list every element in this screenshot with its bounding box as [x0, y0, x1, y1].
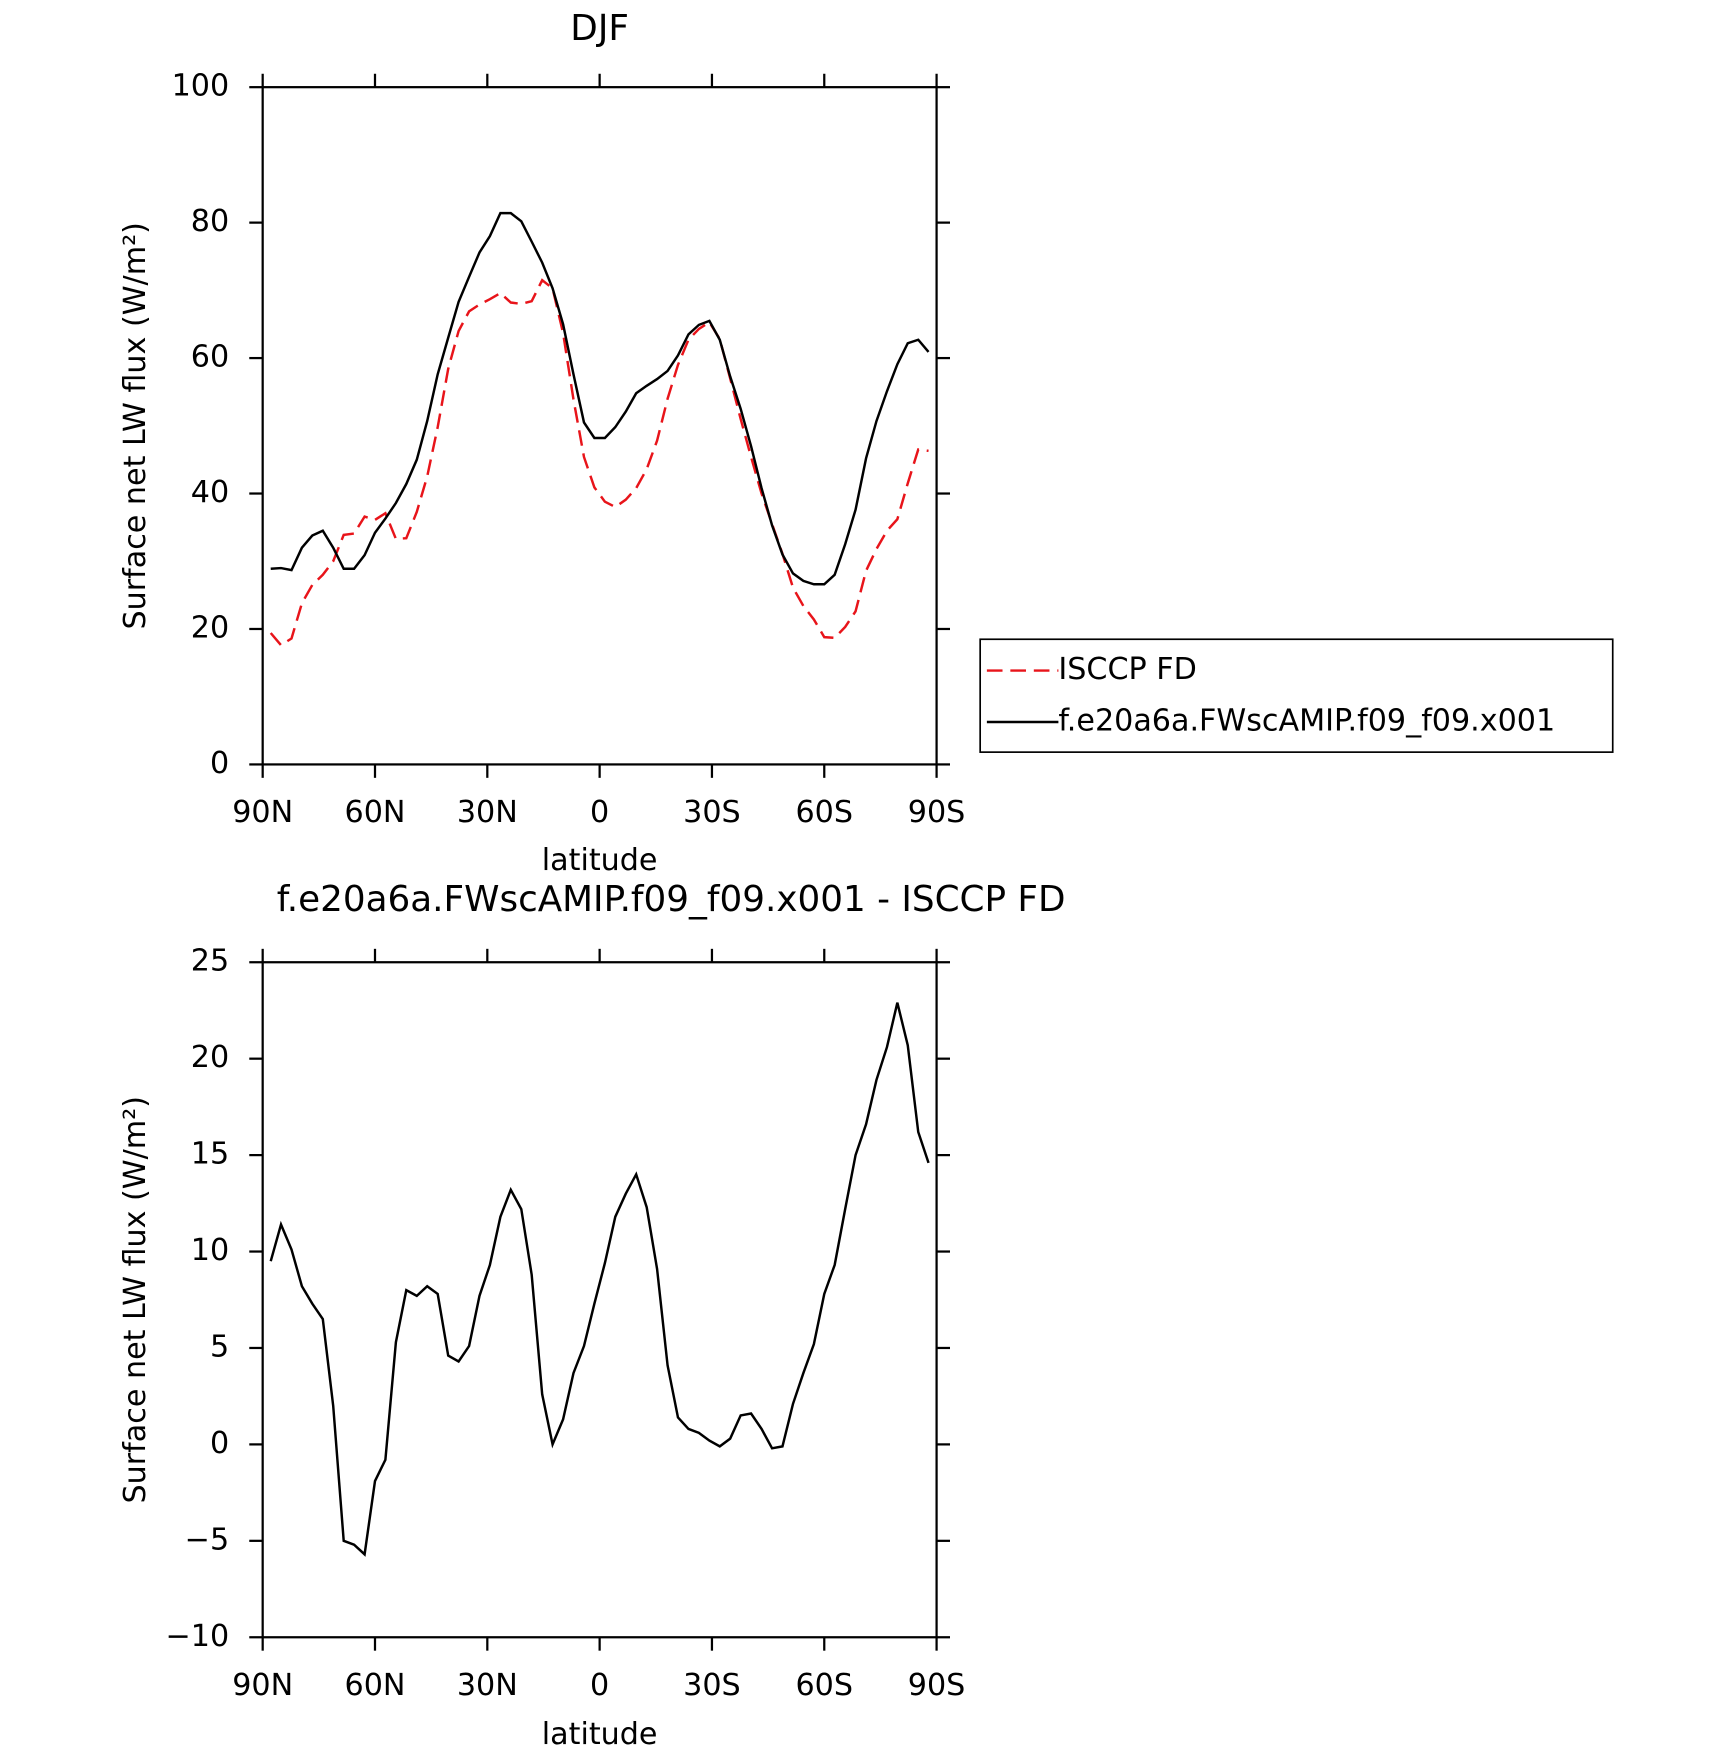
y-tick-label: 0	[210, 1426, 229, 1461]
y-tick-label: −10	[166, 1619, 230, 1654]
x-tick-label: 60S	[796, 1668, 854, 1703]
y-tick-label: 0	[210, 746, 229, 781]
plot-frame	[261, 86, 938, 766]
y-tick-label: 80	[191, 204, 229, 239]
y-tick-label: 15	[191, 1137, 229, 1172]
y-tick-label: 20	[191, 1040, 229, 1075]
y-tick-label: −5	[185, 1522, 229, 1557]
x-tick-label: 30N	[457, 1668, 518, 1703]
x-axis-label: latitude	[542, 843, 658, 878]
x-tick-label: 90N	[232, 1668, 293, 1703]
data-line	[269, 1002, 930, 1557]
y-tick-label: 10	[191, 1233, 229, 1268]
y-tick-label: 40	[191, 475, 229, 510]
x-tick-label: 90N	[232, 795, 293, 830]
legend-box	[979, 638, 1614, 753]
y-tick-label: 20	[191, 610, 229, 645]
data-line	[269, 278, 929, 647]
x-axis-label: latitude	[542, 1717, 658, 1745]
legend-label: f.e20a6a.FWscAMIP.f09_f09.x001	[1058, 703, 1555, 738]
y-tick-label: 25	[191, 944, 229, 979]
x-tick-label: 60N	[345, 795, 406, 830]
y-tick-label: 5	[210, 1329, 229, 1364]
y-tick-label: 100	[172, 69, 230, 104]
y-axis-label: Surface net LW flux (W/m²)	[118, 1096, 153, 1504]
x-tick-label: 30S	[683, 1668, 741, 1703]
x-tick-label: 90S	[908, 795, 966, 830]
y-axis-label: Surface net LW flux (W/m²)	[118, 222, 153, 630]
x-tick-label: 30S	[683, 795, 741, 830]
x-tick-label: 90S	[908, 1668, 966, 1703]
legend-label: ISCCP FD	[1058, 652, 1197, 687]
plot-frame	[261, 961, 938, 1639]
x-tick-label: 30N	[457, 795, 518, 830]
data-line	[270, 211, 930, 586]
x-tick-label: 0	[590, 795, 609, 830]
x-tick-label: 60S	[796, 795, 854, 830]
chart-title: f.e20a6a.FWscAMIP.f09_f09.x001 - ISCCP F…	[277, 879, 1066, 920]
y-tick-label: 60	[191, 340, 229, 375]
x-tick-label: 0	[590, 1668, 609, 1703]
x-tick-label: 60N	[345, 1668, 406, 1703]
chart-title: DJF	[570, 8, 629, 49]
